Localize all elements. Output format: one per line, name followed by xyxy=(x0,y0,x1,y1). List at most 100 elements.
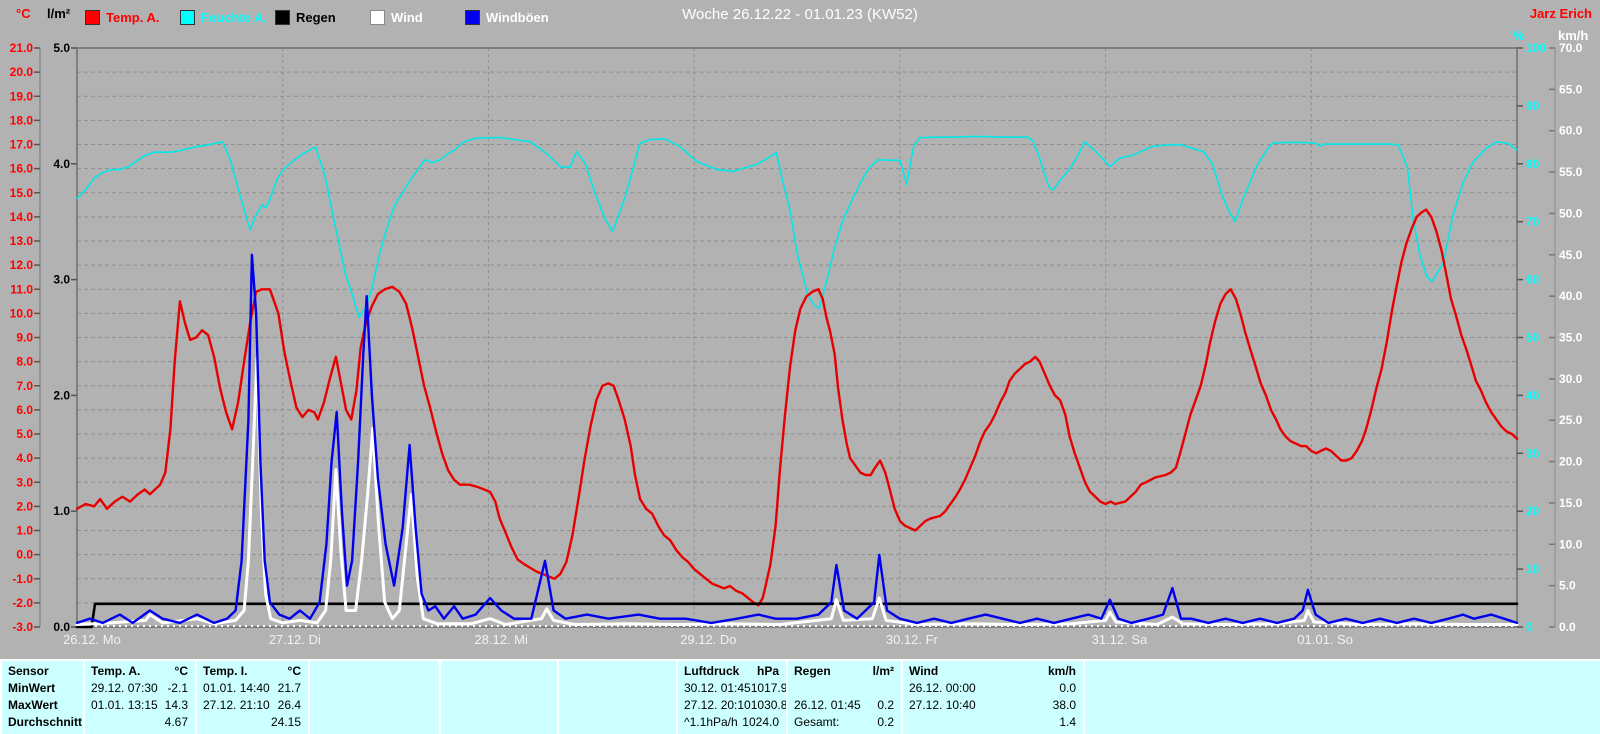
table-data-row xyxy=(441,714,557,731)
wind-tick-label: 5.0 xyxy=(1559,579,1576,593)
plot-border xyxy=(76,47,1518,628)
temp-tick-label: 12.0 xyxy=(10,258,34,272)
temp-tick-label: 15.0 xyxy=(10,186,34,200)
humidity-tick-label: 20 xyxy=(1526,504,1540,518)
wind-legend-swatch-icon xyxy=(370,9,385,25)
table-data-row xyxy=(310,680,439,697)
temp-tick-label: 14.0 xyxy=(10,210,34,224)
legend-item-rain: Regen xyxy=(275,9,336,25)
gusts-legend-swatch-icon xyxy=(465,9,480,25)
table-data-row: 27.12. 10:40 38.0 xyxy=(909,698,1076,712)
legend-item-gusts: Windböen xyxy=(465,9,549,25)
table-data-row: Gesamt: 0.2 xyxy=(794,715,894,729)
table-data-row xyxy=(441,697,557,714)
humidity-tick-label: 100 xyxy=(1526,41,1546,55)
temp-tick-label: 17.0 xyxy=(10,138,34,152)
wind-tick-label: 10.0 xyxy=(1559,537,1583,551)
wind-tick-label: 45.0 xyxy=(1559,248,1583,262)
wind-tick-label: 60.0 xyxy=(1559,124,1583,138)
day-axis-label: 30.12. Fr xyxy=(886,632,939,647)
temp-tick-label: 20.0 xyxy=(10,65,34,79)
table-column-temp-a-: Temp. A. °C 29.12. 07:30 -2.1 01.01. 13:15 14… xyxy=(85,661,197,734)
table-data-row: 4.67 xyxy=(164,715,188,729)
wind-tick-label: 65.0 xyxy=(1559,82,1583,96)
series-line-wind xyxy=(75,356,1519,626)
table-row-label-column: Sensor MinWert MaxWert Durchschnitt xyxy=(2,661,85,734)
humidity-legend-swatch-icon xyxy=(180,9,195,25)
table-filler-column xyxy=(1085,661,1600,734)
table-column-header xyxy=(559,663,676,680)
table-data-row xyxy=(310,697,439,714)
temp-tick-label: 19.0 xyxy=(10,89,34,103)
legend-item-wind: Wind xyxy=(370,9,423,25)
day-axis-label: 01.01. So xyxy=(1297,632,1353,647)
rain-tick-label: 5.0 xyxy=(53,41,70,55)
humidity-tick-label: 10 xyxy=(1526,562,1540,576)
temp-tick-label: 8.0 xyxy=(16,355,33,369)
humidity-tick-label: 50 xyxy=(1526,331,1540,345)
temp-tick-label: 4.0 xyxy=(16,451,33,465)
legend-label-rain: Regen xyxy=(296,9,336,25)
humidity-tick-label: 60 xyxy=(1526,273,1540,287)
temp-tick-label: -3.0 xyxy=(12,620,33,634)
table-data-row xyxy=(310,714,439,731)
table-column-empty xyxy=(441,661,559,734)
humidity-tick-label: 40 xyxy=(1526,388,1540,402)
table-data-row: 24.15 xyxy=(270,715,301,729)
temp-tick-label: 1.0 xyxy=(16,524,33,538)
table-data-row: 01.01. 13:15 14.3 xyxy=(91,698,188,712)
temp-tick-label: 7.0 xyxy=(16,379,33,393)
table-data-row xyxy=(559,697,676,714)
series-line-feuchte-a- xyxy=(76,135,1518,319)
legend-item-humidity: Feuchte A. xyxy=(180,9,267,25)
wind-tick-label: 70.0 xyxy=(1559,41,1583,55)
wind-tick-label: 50.0 xyxy=(1559,206,1583,220)
table-data-row: 1.4 xyxy=(1059,715,1076,729)
table-column-empty xyxy=(559,661,678,734)
rain-tick-label: 0.0 xyxy=(53,620,70,634)
table-data-row: 29.12. 07:30 -2.1 xyxy=(91,681,188,695)
table-data-row: 27.12. 20:10 1030.8 xyxy=(684,698,786,712)
table-data-row: 26.12. 00:00 0.0 xyxy=(909,681,1076,695)
temp-tick-label: 5.0 xyxy=(16,427,33,441)
temp-tick-label: 13.0 xyxy=(10,234,34,248)
rain-tick-label: 4.0 xyxy=(53,157,70,171)
day-axis-label: 29.12. Do xyxy=(680,632,736,647)
table-data-row: 26.12. 01:45 0.2 xyxy=(794,698,894,712)
left-axis-caption-temp: °C xyxy=(16,6,31,21)
temp-tick-label: 16.0 xyxy=(10,162,34,176)
day-axis-label: 31.12. Sa xyxy=(1092,632,1148,647)
table-column-header: Temp. A. °C xyxy=(91,664,188,678)
table-column-header: Regen l/m² xyxy=(794,664,894,678)
legend-label-humidity: Feuchte A. xyxy=(201,9,267,25)
table-data-row xyxy=(559,680,676,697)
table-data-row xyxy=(788,680,901,697)
wind-tick-label: 55.0 xyxy=(1559,165,1583,179)
table-column-header: Luftdruck hPa xyxy=(684,664,779,678)
humidity-tick-label: 30 xyxy=(1526,446,1540,460)
legend-item-temp: Temp. A. xyxy=(85,9,159,25)
table-column-header: Temp. I. °C xyxy=(203,664,301,678)
legend-label-temp: Temp. A. xyxy=(106,9,160,25)
table-column-luftdruck: Luftdruck hPa 30.12. 01:45 1017.9 27.12. 20:… xyxy=(678,661,788,734)
table-column-empty xyxy=(310,661,441,734)
table-data-row: 30.12. 01:45 1017.9 xyxy=(684,681,786,695)
rain-tick-label: 3.0 xyxy=(53,273,70,287)
table-data-row: 01.01. 14:40 21.7 xyxy=(203,681,301,695)
day-axis-label: 28.12. Mi xyxy=(474,632,528,647)
table-data-row: ^1.1hPa/h 1024.0 xyxy=(684,715,779,729)
humidity-tick-label: 80 xyxy=(1526,157,1540,171)
page-title: Woche 26.12.22 - 01.01.23 (KW52) xyxy=(682,6,918,23)
temp-tick-label: -2.0 xyxy=(12,596,33,610)
table-data-row: 27.12. 21:10 26.4 xyxy=(203,698,301,712)
wind-tick-label: 30.0 xyxy=(1559,372,1583,386)
table-row-label: MaxWert xyxy=(8,698,58,712)
rain-tick-label: 2.0 xyxy=(53,388,70,402)
temp-tick-label: 9.0 xyxy=(16,331,33,345)
day-axis-label: 27.12. Di xyxy=(269,632,321,647)
weather-chart: 21.0 20.0 19.0 18.0 17.0 16.0 15.0 14.0 13.0 12.0… xyxy=(10,41,1583,647)
rain-tick-label: 1.0 xyxy=(53,504,70,518)
table-column-temp-i-: Temp. I. °C 01.01. 14:40 21.7 27.12. 21:10 26… xyxy=(197,661,310,734)
table-column-wind: Wind km/h 26.12. 00:00 0.0 27.12. 10:40 38.0 1… xyxy=(903,661,1085,734)
rain-legend-swatch-icon xyxy=(275,9,290,25)
